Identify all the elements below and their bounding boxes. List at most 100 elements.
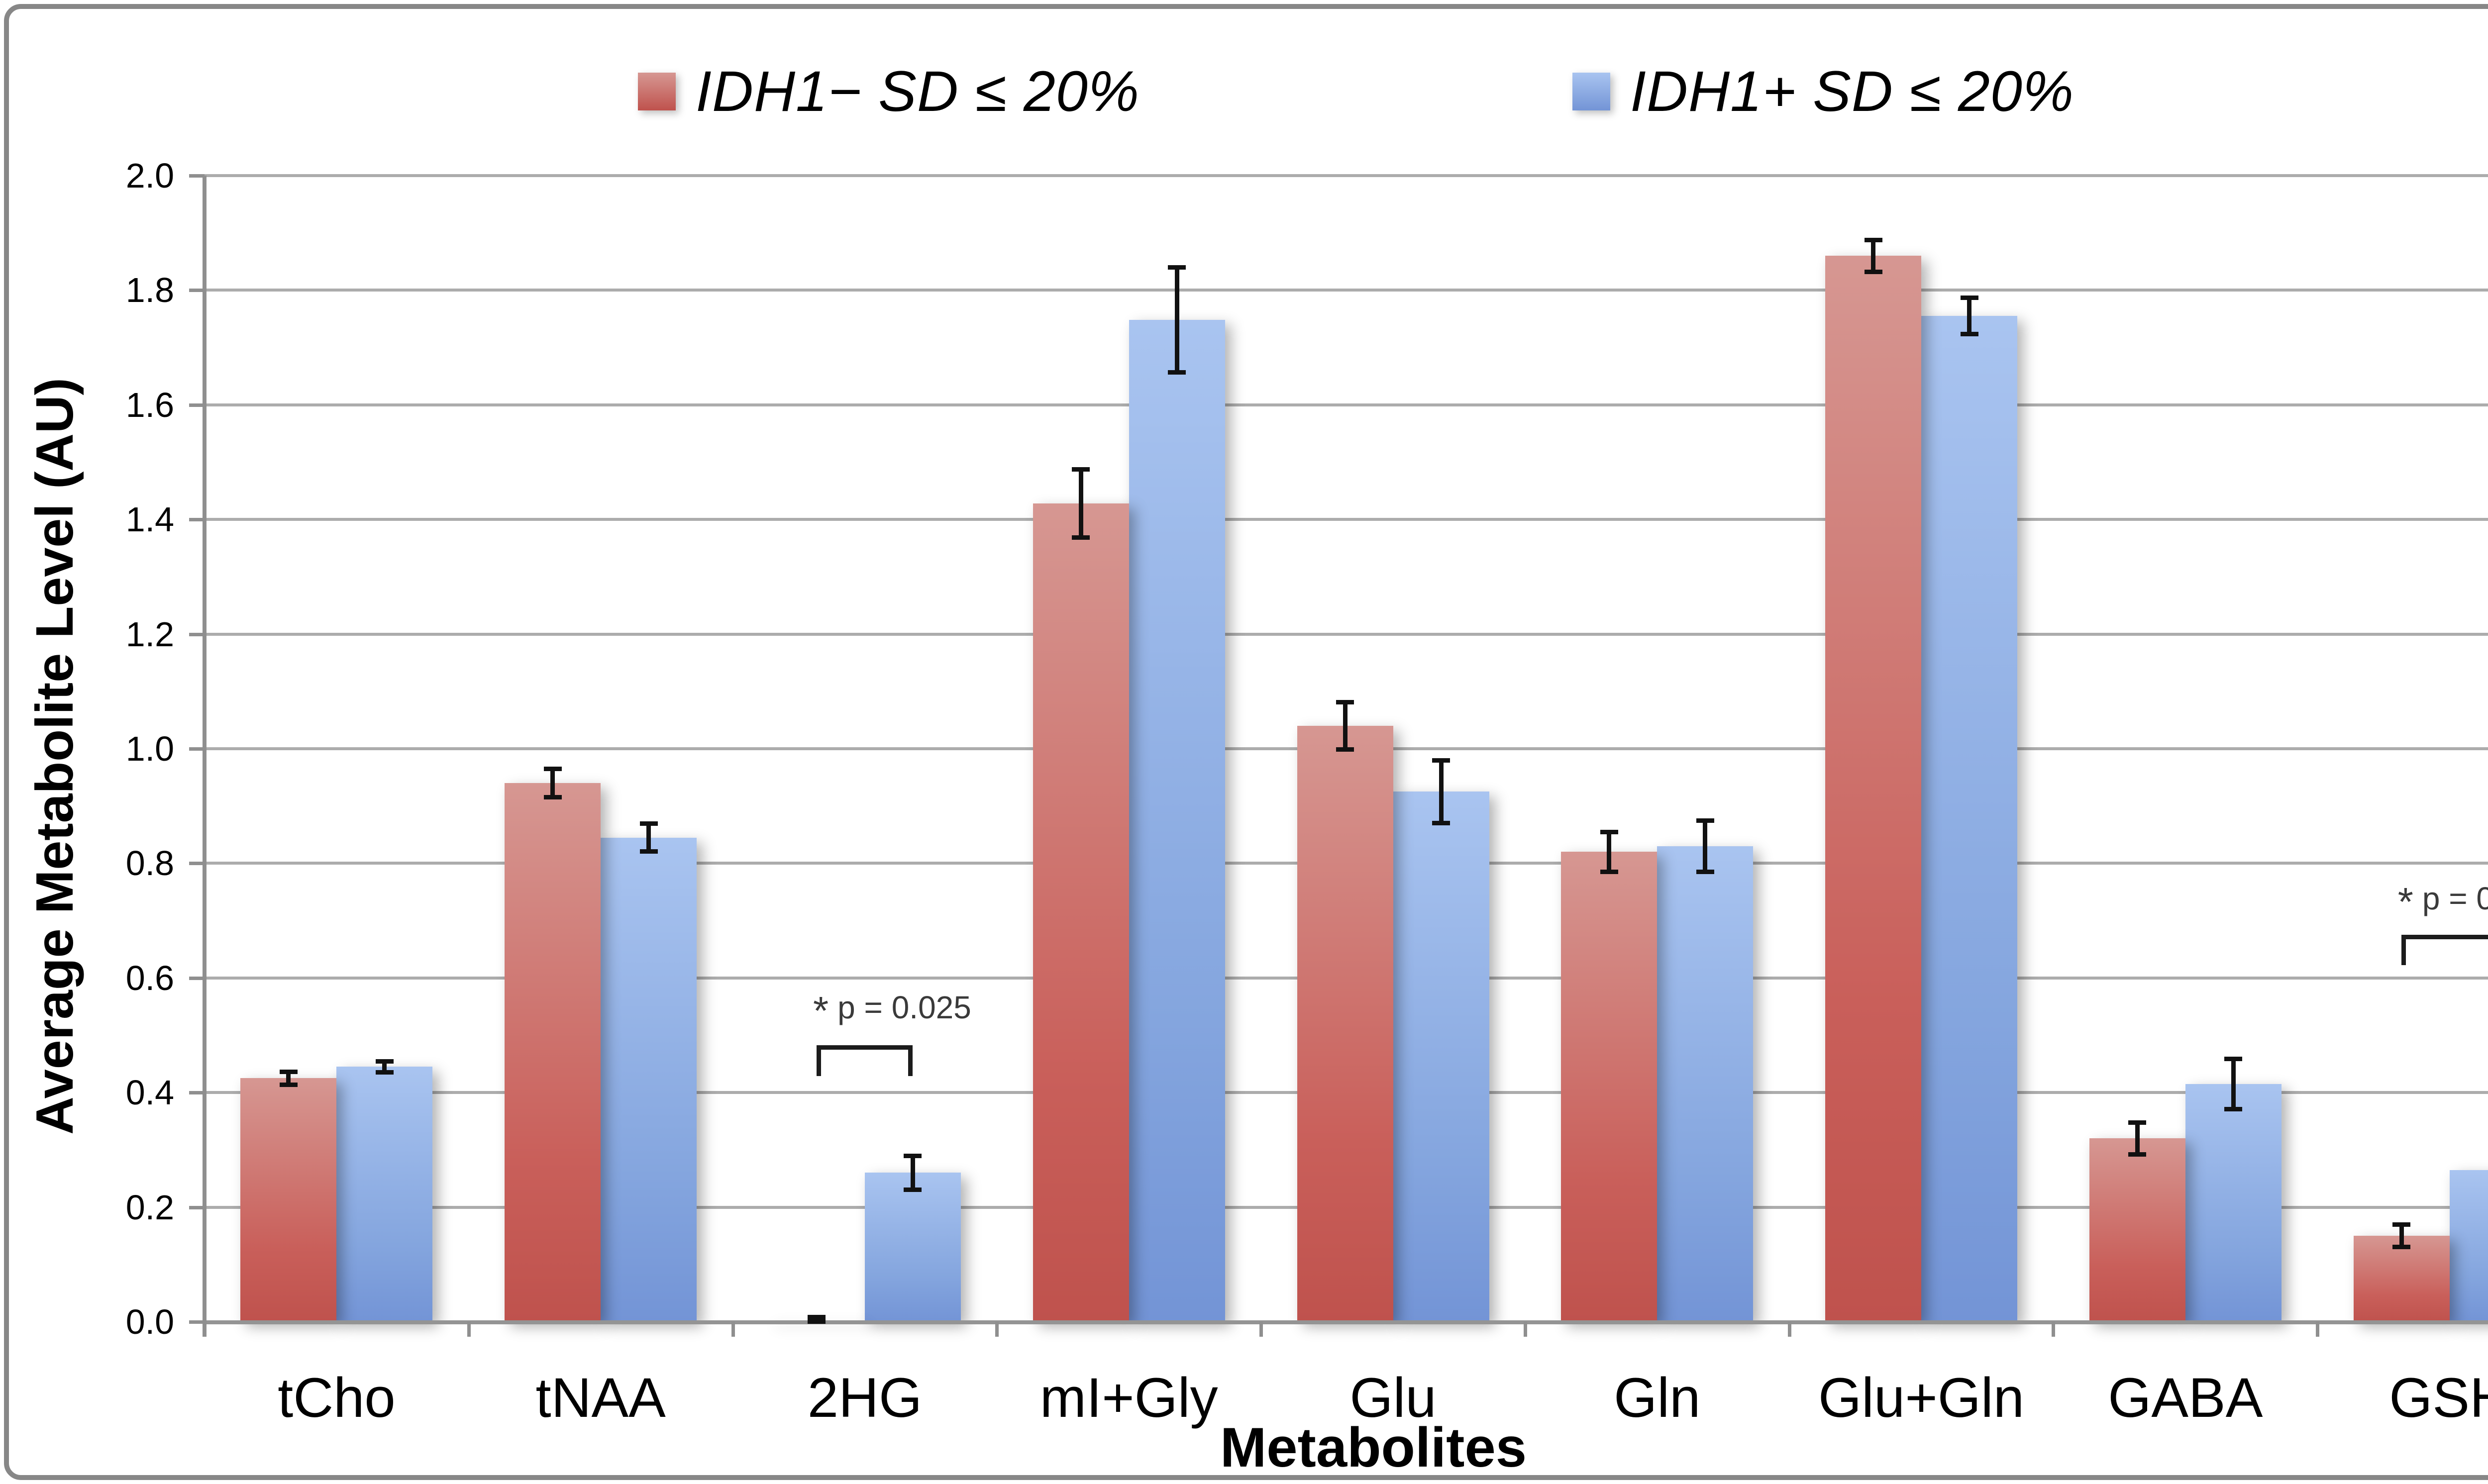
y-tick-label: 2.0 — [125, 156, 174, 195]
error-bar-cap-bottom — [375, 1070, 394, 1075]
y-tick-label: 1.0 — [125, 729, 174, 768]
bar-Glu+Gln-idh1neg — [1825, 256, 1922, 1322]
y-axis-tick — [189, 289, 205, 293]
bar-GABA-idh1neg — [2089, 1138, 2185, 1322]
error-bar-cap-top — [2224, 1057, 2243, 1062]
x-axis-tick — [731, 1322, 735, 1337]
bar-Glu-idh1neg — [1297, 725, 1393, 1322]
bar-GABA-idh1pos — [2185, 1084, 2281, 1322]
y-axis-tick — [189, 518, 205, 522]
error-bar-cap-bottom — [1168, 370, 1186, 375]
error-bar-cap-top — [1696, 818, 1714, 823]
gridline — [205, 289, 2488, 292]
error-bar — [1343, 701, 1348, 750]
gridline — [205, 632, 2488, 636]
bar-mI+Gly-idh1neg — [1033, 503, 1129, 1322]
bar-2HG-idh1pos — [864, 1173, 961, 1322]
bar-mI+Gly-idh1pos — [1129, 320, 1225, 1322]
y-axis-tick — [189, 747, 205, 751]
legend-swatch-idh1-positive — [1572, 73, 1610, 110]
x-category-label: 2HG — [807, 1367, 923, 1429]
legend-swatch-idh1-negative — [638, 73, 676, 110]
y-axis-tick — [189, 976, 205, 980]
y-tick-label: 0.8 — [125, 844, 174, 883]
y-tick-label: 0.4 — [125, 1073, 174, 1112]
error-bar — [1174, 267, 1179, 373]
x-category-label: GABA — [2108, 1367, 2263, 1429]
error-bar — [1967, 297, 1972, 335]
x-axis-tick — [1523, 1322, 1527, 1337]
error-bar-cap-bottom — [543, 794, 562, 799]
error-bar-cap-bottom — [2128, 1152, 2147, 1157]
y-axis-tick — [189, 403, 205, 407]
error-bar-cap-top — [639, 821, 658, 826]
legend-label-idh1-negative: IDH1− SD ≤ 20% — [696, 60, 1140, 123]
significance-p-value: p = 0.048 — [2422, 880, 2488, 916]
y-axis-tick — [189, 1320, 205, 1324]
error-bar — [1078, 469, 1083, 538]
bar-Gln-idh1neg — [1561, 852, 1658, 1322]
error-bar-cap-bottom — [1336, 747, 1354, 752]
error-bar-cap-top — [1072, 467, 1090, 472]
x-axis-tick — [995, 1322, 999, 1337]
error-bar-cap-bottom — [639, 849, 658, 854]
error-bar-cap-bottom — [1696, 869, 1714, 874]
significance-asterisk: * — [813, 988, 829, 1033]
error-bar-cap-bottom — [2224, 1106, 2243, 1111]
y-tick-label: 0.0 — [125, 1302, 174, 1341]
y-tick-label: 0.2 — [125, 1187, 174, 1227]
y-tick-label: 0.6 — [125, 958, 174, 997]
significance-label-2HG: * p = 0.025 — [693, 988, 1091, 1034]
error-bar-cap-bottom — [904, 1187, 922, 1192]
y-tick-label: 1.4 — [125, 500, 174, 539]
error-bar — [2135, 1122, 2140, 1155]
error-bar — [1703, 820, 1708, 872]
error-bar-cap-top — [1864, 238, 1882, 243]
error-bar-cap-top — [375, 1059, 394, 1064]
x-category-label: tCho — [278, 1367, 396, 1429]
y-tick-label: 1.6 — [125, 385, 174, 424]
error-bar — [1871, 240, 1876, 272]
error-bar — [1439, 760, 1444, 823]
bar-tNAA-idh1pos — [601, 837, 697, 1322]
error-bar — [910, 1155, 915, 1190]
error-bar — [382, 1061, 387, 1073]
error-bar-cap-top — [1432, 758, 1450, 763]
y-axis-tick — [189, 174, 205, 178]
error-bar — [286, 1071, 291, 1086]
error-bar — [814, 1316, 819, 1322]
error-bar-cap-bottom — [1864, 269, 1882, 274]
bar-tNAA-idh1neg — [505, 783, 601, 1322]
x-axis-tick — [2316, 1322, 2320, 1337]
y-tick-label: 1.8 — [125, 271, 174, 310]
x-category-label: mI+Gly — [1039, 1367, 1218, 1429]
error-bar-cap-top — [904, 1153, 922, 1158]
significance-bracket-2HG — [817, 1045, 913, 1076]
error-bar-cap-top — [279, 1069, 298, 1074]
gridline — [205, 518, 2488, 521]
x-category-label: GSH — [2389, 1367, 2488, 1429]
y-tick-label: 1.2 — [125, 614, 174, 654]
x-axis-tick — [467, 1322, 471, 1337]
legend-item-idh1-negative: IDH1− SD ≤ 20% — [638, 59, 1140, 124]
x-axis-tick — [1259, 1322, 1263, 1337]
significance-label-GSH: *p = 0.048 — [2278, 879, 2488, 925]
x-category-label: Gln — [1614, 1367, 1701, 1429]
error-bar-cap-bottom — [279, 1083, 298, 1088]
error-bar-cap-top — [1168, 265, 1186, 270]
x-axis-tick — [203, 1322, 207, 1337]
error-bar — [550, 769, 555, 797]
y-axis-line — [203, 176, 207, 1337]
error-bar-cap-top — [543, 767, 562, 772]
error-bar — [2399, 1224, 2404, 1248]
x-axis-title: Metabolites — [1220, 1416, 1527, 1479]
x-category-label: tNAA — [535, 1367, 666, 1429]
legend-item-idh1-positive: IDH1+ SD ≤ 20% — [1572, 59, 2074, 124]
error-bar-cap-top — [1960, 296, 1978, 300]
error-bar-cap-bottom — [1072, 535, 1090, 540]
x-axis-tick — [2052, 1322, 2056, 1337]
significance-asterisk: * — [2397, 879, 2413, 924]
error-bar-cap-top — [2392, 1222, 2411, 1227]
